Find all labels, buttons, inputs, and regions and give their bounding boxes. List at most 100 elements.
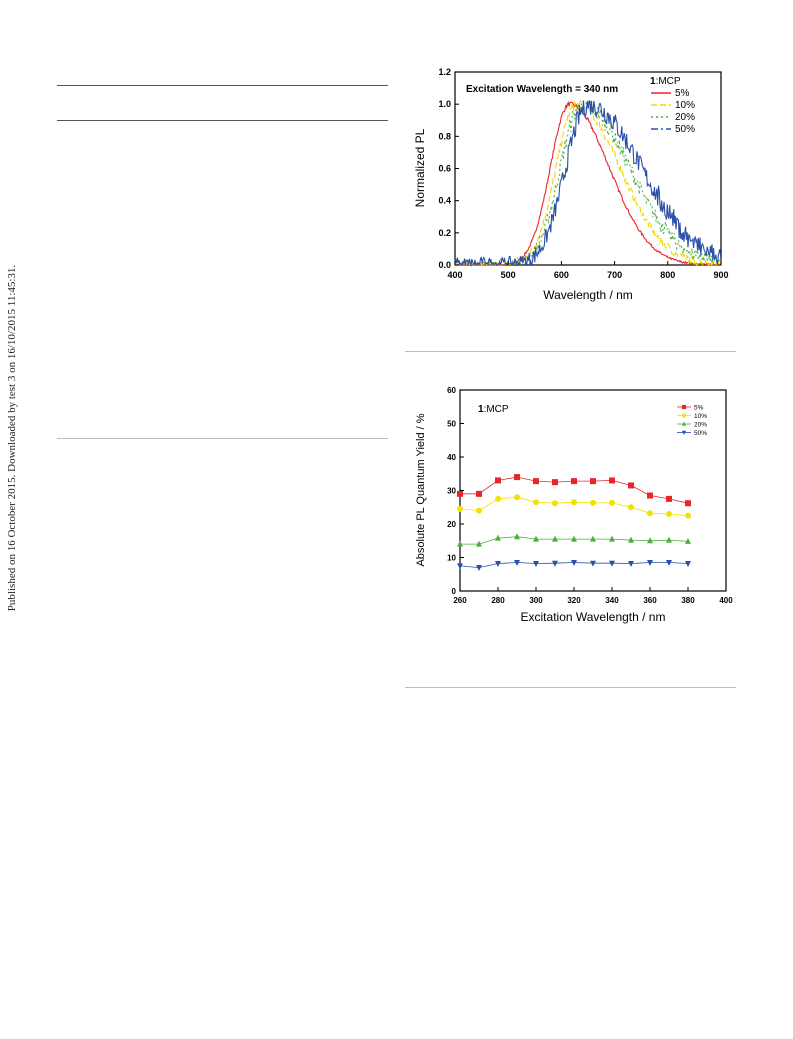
chart1-ytick-label: 0.0 — [438, 260, 451, 270]
chart2-point-20pct — [590, 535, 596, 542]
chart1-legend-title: 1:MCP — [650, 76, 681, 87]
chart1-series-group — [454, 99, 722, 267]
chart2-point-10pct — [666, 510, 672, 517]
chart1-xtick-label: 400 — [447, 270, 462, 280]
left-top-rule — [57, 85, 388, 86]
chart2-point-5pct — [495, 477, 501, 484]
chart2-point-5pct — [514, 474, 520, 481]
chart2-annotation: 1:MCP — [478, 404, 509, 415]
chart2-ylabel: Absolute PL Quantum Yield / % — [415, 413, 427, 566]
chart2-point-10pct — [476, 507, 482, 514]
chart2-point-5pct — [647, 492, 653, 499]
chart2-point-50pct — [457, 563, 463, 570]
chart2-point-50pct — [590, 560, 596, 567]
chart1-xtick-label: 600 — [554, 270, 569, 280]
chart2-point-50pct — [666, 560, 672, 567]
chart2-axes: 260 280 300 320 340 360 380 400 0 10 20 30 40 50 60 — [447, 386, 733, 605]
chart2-point-10pct — [647, 510, 653, 517]
chart2-point-5pct — [571, 478, 577, 485]
download-watermark-text: Published on 16 October 2015. Downloaded… — [6, 264, 18, 612]
figure1-separator — [405, 351, 736, 352]
chart1-ytick-label: 0.4 — [438, 196, 451, 206]
chart2-point-50pct — [533, 561, 539, 568]
chart2-ytick-label: 50 — [447, 420, 456, 429]
chart1-xtick-label: 500 — [501, 270, 516, 280]
chart2-point-5pct — [457, 490, 463, 497]
chart2-point-50pct — [514, 560, 520, 567]
chart2-legend-marker — [681, 430, 687, 435]
chart2-point-20pct — [685, 537, 691, 544]
quantum-yield-chart: 260 280 300 320 340 360 380 400 0 10 20 30 40 50 60 1:… — [415, 386, 733, 624]
chart1-ytick-label: 1.2 — [438, 67, 451, 77]
chart2-point-10pct — [609, 499, 615, 506]
chart2-point-20pct — [457, 540, 463, 547]
chart2-legend-marker — [681, 421, 687, 426]
chart2-point-10pct — [685, 512, 691, 519]
chart2-point-50pct — [495, 561, 501, 568]
chart2-point-20pct — [552, 535, 558, 542]
chart2-point-5pct — [552, 479, 558, 486]
chart2-point-50pct — [609, 560, 615, 567]
chart2-point-5pct — [533, 478, 539, 485]
chart2-point-50pct — [685, 561, 691, 568]
chart2-ytick-label: 30 — [447, 487, 456, 496]
chart1-legend: 1:MCP 5%10%20%50% — [650, 76, 695, 135]
chart2-point-50pct — [552, 560, 558, 567]
chart2-point-10pct — [533, 499, 539, 506]
left-second-rule — [57, 120, 388, 121]
chart1-legend-label: 5% — [675, 88, 690, 99]
chart2-xtick-label: 380 — [681, 596, 695, 605]
chart1-ytick-label: 1.0 — [438, 99, 451, 109]
chart2-point-20pct — [647, 537, 653, 544]
normalized-pl-chart: 400 500 600 700 800 9000.00.20.40.60.81.01.2 … — [413, 67, 729, 302]
chart1-xtick-label: 700 — [607, 270, 622, 280]
chart2-point-50pct — [476, 565, 482, 572]
chart2-point-5pct — [666, 495, 672, 502]
chart2-xtick-label: 320 — [567, 596, 581, 605]
chart2-point-10pct — [552, 500, 558, 507]
chart2-legend-label: 20% — [694, 422, 707, 429]
chart1-legend-label: 10% — [675, 100, 695, 111]
chart2-legend-label: 50% — [694, 430, 707, 437]
chart1-annotation: Excitation Wavelength = 340 nm — [466, 84, 618, 95]
chart1-xtick-label: 900 — [713, 270, 728, 280]
chart2-point-5pct — [476, 490, 482, 497]
chart2-point-20pct — [609, 535, 615, 542]
chart1-xtick-label: 800 — [660, 270, 675, 280]
chart2-point-20pct — [571, 535, 577, 542]
chart2-xtick-label: 300 — [529, 596, 543, 605]
chart2-series-group — [457, 474, 691, 572]
chart1-ytick-label: 0.2 — [438, 228, 451, 238]
chart1-ytick-label: 0.8 — [438, 131, 451, 141]
chart2-point-10pct — [514, 494, 520, 501]
chart2-point-20pct — [495, 534, 501, 541]
chart2-legend-label: 10% — [694, 413, 707, 420]
chart2-point-10pct — [457, 505, 463, 512]
chart1-xlabel: Wavelength / nm — [543, 288, 633, 302]
chart2-point-20pct — [628, 536, 634, 543]
chart2-point-5pct — [590, 478, 596, 485]
chart2-annotation-rest: :MCP — [484, 404, 509, 415]
chart2-point-20pct — [533, 535, 539, 542]
chart2-point-10pct — [628, 504, 634, 511]
chart2-annotation-bold: 1 — [478, 404, 484, 415]
chart2-point-5pct — [685, 500, 691, 507]
chart2-xlabel: Excitation Wavelength / nm — [521, 610, 666, 624]
chart2-point-5pct — [609, 477, 615, 484]
chart2-legend-marker — [681, 404, 687, 410]
chart2-xtick-label: 400 — [719, 596, 733, 605]
chart2-ytick-label: 40 — [447, 453, 456, 462]
left-bottom-rule — [57, 438, 388, 439]
chart2-point-50pct — [628, 561, 634, 568]
chart2-point-10pct — [590, 499, 596, 506]
download-watermark: Published on 16 October 2015. Downloaded… — [6, 0, 22, 1039]
chart1-legend-label: 50% — [675, 124, 695, 135]
chart2-legend-label: 5% — [694, 405, 704, 412]
chart2-point-50pct — [571, 560, 577, 567]
chart2-point-5pct — [628, 482, 634, 489]
chart2-point-20pct — [666, 536, 672, 543]
figure2-separator — [405, 687, 736, 688]
chart2-ytick-label: 60 — [447, 386, 456, 395]
chart1-axes: 400 500 600 700 800 900 0.0 0.2 0.4 0.6 0.8 1.0 1.2 — [438, 67, 728, 280]
chart2-point-10pct — [571, 499, 577, 506]
